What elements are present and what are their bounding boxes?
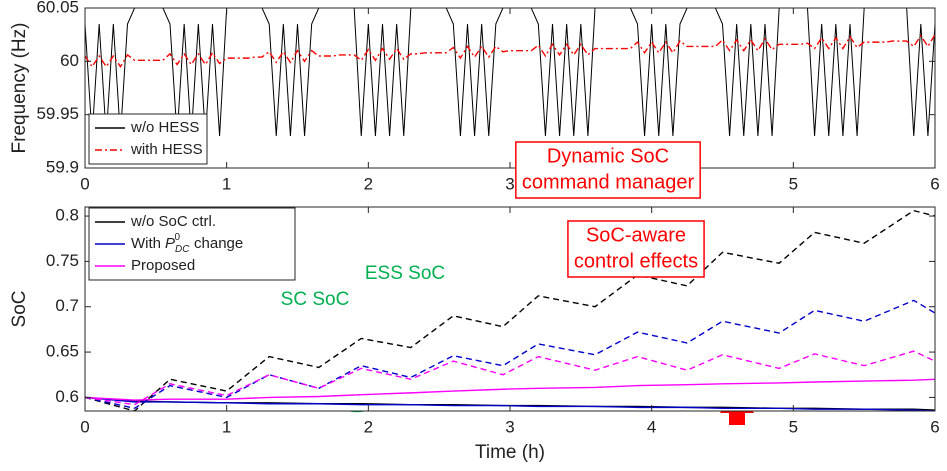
x-tick-label: 6	[930, 174, 939, 193]
annotation-text: SC SoC	[281, 289, 350, 310]
x-tick-label: 2	[364, 174, 373, 193]
x-tick-label: 2	[364, 417, 373, 436]
x-tick-label: 1	[222, 417, 231, 436]
plot-lines	[85, 209, 935, 411]
x-axis-label: Time (h)	[475, 442, 545, 463]
y-axis-label: SoC	[9, 291, 30, 328]
legend-label: w/o SoC ctrl.	[130, 213, 216, 230]
y-tick-label: 60.05	[36, 0, 79, 16]
x-tick-label: 6	[930, 417, 939, 436]
annotation-box	[567, 220, 705, 278]
x-tick-label: 5	[789, 417, 798, 436]
legend-label-part: change	[194, 235, 243, 252]
legend-box	[88, 113, 208, 165]
x-tick-label: 0	[80, 417, 89, 436]
x-tick-label: 3	[505, 174, 514, 193]
y-tick-label: 0.65	[46, 342, 79, 361]
x-tick-label: 0	[80, 174, 89, 193]
legend-label: w/o HESS	[130, 119, 199, 136]
legend: w/o HESS with HESS	[88, 113, 208, 165]
annotation-text: control effects	[574, 250, 698, 272]
annotation-text: Dynamic SoC	[547, 145, 669, 167]
legend: w/o SoC ctrl. With PDC0 change Proposed	[88, 207, 296, 281]
legend-label-part: With	[131, 235, 161, 252]
y-tick-label: 0.7	[55, 296, 79, 315]
y-tick-label: 60	[60, 51, 79, 70]
x-tick-label: 4	[647, 417, 656, 436]
plot-lines	[85, 8, 935, 137]
series-line	[85, 209, 935, 411]
legend-label: with HESS	[130, 141, 203, 158]
series-line	[85, 350, 935, 406]
annotation-text: command manager	[522, 171, 695, 193]
legend-label-part: P	[165, 235, 175, 252]
legend-label: Proposed	[131, 257, 195, 274]
series-line	[85, 378, 935, 401]
annotation: Dynamic SoC command manager	[515, 141, 701, 199]
legend-label: With PDC0 change	[131, 232, 243, 255]
y-tick-label: 59.9	[46, 157, 79, 176]
series-line	[85, 34, 935, 68]
annotation: ESS SoC	[365, 263, 445, 284]
annotation-box	[515, 141, 701, 199]
annotation-text: SoC-aware	[586, 224, 686, 246]
legend-label-part: DC	[175, 244, 190, 255]
series-line	[85, 299, 935, 410]
y-tick-label: 0.6	[55, 387, 79, 406]
y-axis-label: Frequency (Hz)	[9, 23, 30, 154]
y-tick-label: 0.8	[55, 206, 79, 225]
y-tick-label: 0.75	[46, 251, 79, 270]
y-tick-label: 59.95	[36, 104, 79, 123]
annotation: SoC-aware control effects	[567, 220, 705, 278]
series-line	[85, 396, 935, 411]
x-tick-label: 1	[222, 174, 231, 193]
annotation-text: ESS SoC	[365, 263, 445, 284]
plot-area	[85, 8, 935, 168]
annotation: SC SoC	[281, 289, 350, 310]
legend-label-part: 0	[174, 232, 180, 243]
x-tick-label: 5	[789, 174, 798, 193]
x-tick-label: 3	[505, 417, 514, 436]
